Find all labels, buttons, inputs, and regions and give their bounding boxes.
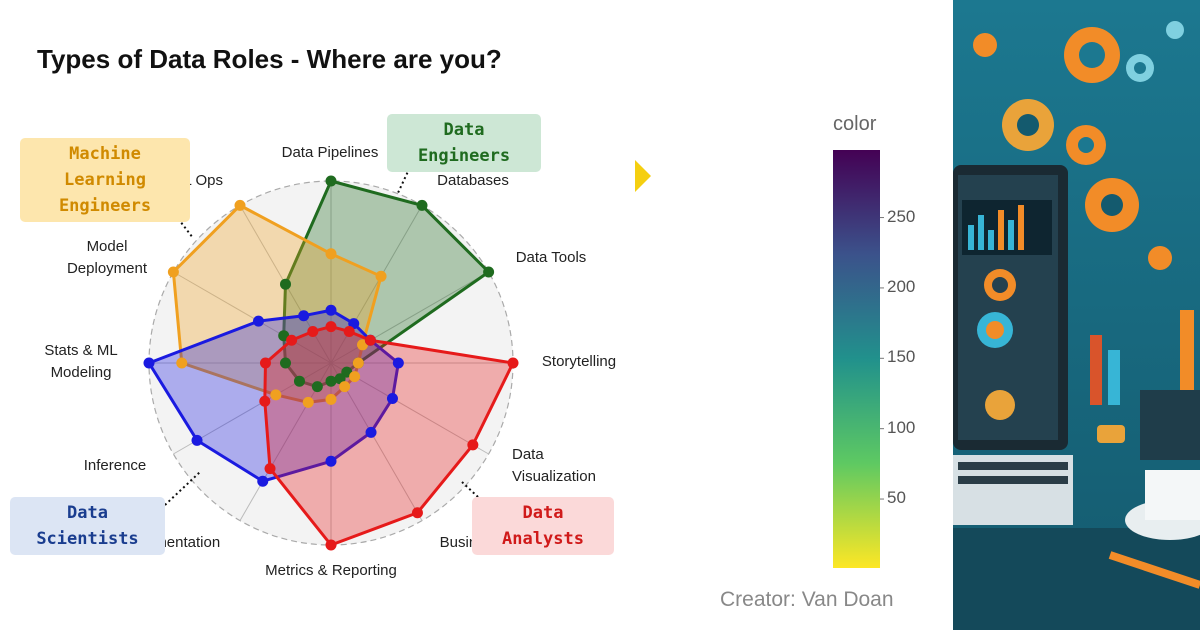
data-point bbox=[364, 334, 376, 346]
axis-label: Databases bbox=[437, 172, 509, 189]
data-point bbox=[325, 248, 337, 260]
data-point bbox=[386, 392, 398, 404]
axis-label: Data Tools bbox=[515, 249, 587, 266]
leader-line bbox=[461, 481, 479, 498]
data-point bbox=[259, 357, 271, 369]
data-point bbox=[349, 371, 361, 383]
colorbar-title: color bbox=[833, 113, 877, 135]
spoke bbox=[173, 271, 332, 364]
data-point bbox=[280, 278, 291, 290]
data-point bbox=[270, 389, 282, 401]
axis-label: Stats & ML Modeling bbox=[44, 342, 118, 381]
axis-label: Inference bbox=[83, 457, 147, 474]
colorbar-tick-label: 150 bbox=[887, 347, 916, 367]
data-point bbox=[325, 455, 337, 467]
illustration bbox=[953, 0, 1200, 630]
colorbar-tick-label: 100 bbox=[887, 417, 916, 437]
axis-label: Metrics & Reporting bbox=[265, 562, 397, 579]
data-point bbox=[352, 357, 364, 369]
credit: Creator: Van Doan bbox=[720, 588, 894, 611]
data-point bbox=[286, 334, 298, 346]
data-point bbox=[257, 475, 269, 487]
series-label: Data Scientists bbox=[10, 497, 165, 555]
series-label: Data Engineers bbox=[387, 114, 541, 172]
colorbar-tick-label: 200 bbox=[887, 276, 916, 296]
data-point bbox=[259, 395, 271, 407]
data-point bbox=[411, 507, 423, 519]
data-point bbox=[339, 381, 351, 393]
data-point bbox=[252, 315, 264, 327]
spoke bbox=[330, 205, 423, 364]
axis-label: Model Deployment bbox=[66, 238, 148, 277]
data-point bbox=[416, 199, 428, 211]
data-point bbox=[167, 266, 179, 278]
data-point bbox=[176, 357, 188, 369]
leader-line bbox=[164, 471, 201, 506]
axis-label: Data Pipelines bbox=[281, 144, 379, 161]
data-point bbox=[483, 266, 495, 278]
colorbar-tick-label: 250 bbox=[887, 206, 916, 226]
data-point bbox=[143, 357, 155, 369]
colorbar bbox=[833, 150, 880, 568]
spoke bbox=[330, 271, 489, 364]
data-point bbox=[507, 357, 519, 369]
data-point bbox=[325, 393, 337, 405]
data-point bbox=[375, 270, 387, 282]
data-point bbox=[298, 310, 310, 322]
data-point bbox=[365, 426, 377, 438]
leader-line bbox=[159, 194, 194, 239]
radar bbox=[143, 175, 519, 551]
data-point bbox=[264, 463, 276, 475]
data-point bbox=[392, 357, 404, 369]
data-point bbox=[325, 321, 337, 333]
data-point bbox=[191, 434, 203, 446]
leader-line bbox=[396, 149, 419, 196]
data-point bbox=[280, 357, 291, 369]
axis-label: Storytelling bbox=[541, 353, 617, 370]
data-point bbox=[293, 375, 305, 387]
data-point bbox=[325, 539, 337, 551]
data-point bbox=[343, 325, 355, 337]
title: Types of Data Roles - Where are you? bbox=[37, 44, 502, 74]
series-label: Machine Learning Engineers bbox=[20, 138, 190, 222]
data-point bbox=[467, 439, 479, 451]
data-point bbox=[325, 175, 337, 187]
data-point bbox=[311, 381, 323, 393]
data-point bbox=[302, 396, 314, 408]
colorbar-tick-label: 50 bbox=[887, 488, 906, 508]
arrow-shape bbox=[635, 160, 651, 192]
data-point bbox=[234, 199, 246, 211]
data-point bbox=[325, 375, 337, 387]
data-point bbox=[325, 304, 337, 316]
series-label: Data Analysts bbox=[472, 497, 614, 555]
axis-label: Data Visualization bbox=[512, 446, 596, 485]
data-point bbox=[307, 325, 319, 337]
